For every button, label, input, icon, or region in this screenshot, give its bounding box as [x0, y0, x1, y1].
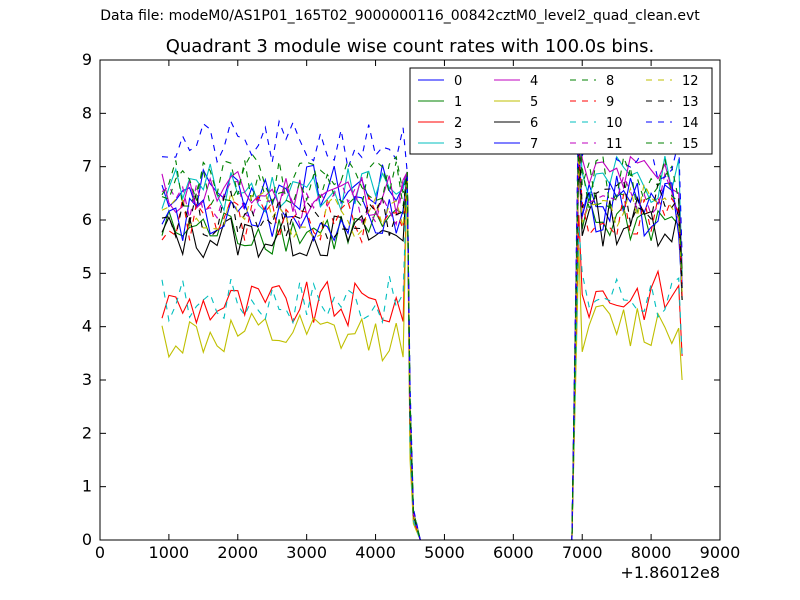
- y-tick-label: 2: [82, 423, 92, 442]
- series-line-6: [161, 158, 683, 541]
- axes-frame: [99, 59, 721, 541]
- legend-label-3: 3: [454, 137, 462, 152]
- x-tick-label: 9000: [700, 543, 741, 562]
- chart-title: Quadrant 3 module wise count rates with …: [165, 36, 655, 57]
- x-tick-label: 7000: [562, 543, 603, 562]
- series-line-1: [161, 149, 683, 541]
- x-tick-label: 8000: [631, 543, 672, 562]
- legend-label-11: 11: [606, 137, 623, 152]
- legend-label-15: 15: [682, 137, 699, 152]
- series-line-5: [161, 171, 683, 541]
- legend-label-1: 1: [454, 95, 462, 110]
- legend-label-13: 13: [682, 95, 699, 110]
- series-line-10: [161, 171, 683, 541]
- legend-label-14: 14: [682, 116, 699, 131]
- legend-label-0: 0: [454, 74, 462, 89]
- y-tick-label: 0: [82, 530, 92, 549]
- legend-label-6: 6: [530, 116, 538, 131]
- legend-label-4: 4: [530, 74, 538, 89]
- series-line-11: [161, 120, 683, 541]
- y-tick-label: 5: [82, 263, 92, 282]
- y-tick-label: 4: [82, 317, 92, 336]
- series-line-15: [161, 123, 683, 541]
- y-tick-label: 1: [82, 477, 92, 496]
- y-tick-label: 7: [82, 157, 92, 176]
- y-tick-label: 8: [82, 103, 92, 122]
- data-file-caption: Data file: modeM0/AS1P01_165T02_90000001…: [100, 8, 700, 24]
- x-tick-label: 3000: [286, 543, 327, 562]
- x-tick-label: 4000: [355, 543, 396, 562]
- series-line-8: [161, 109, 683, 541]
- series-line-2: [161, 171, 683, 541]
- x-tick-label: 2000: [217, 543, 258, 562]
- series-line-12: [161, 149, 683, 541]
- legend-label-8: 8: [606, 74, 614, 89]
- legend-box: [409, 67, 713, 155]
- legend-label-7: 7: [530, 137, 538, 152]
- legend-label-10: 10: [606, 116, 623, 131]
- y-tick-label: 3: [82, 370, 92, 389]
- series-line-9: [161, 154, 683, 541]
- y-tick-label: 9: [82, 50, 92, 69]
- plot-area: [161, 83, 683, 541]
- legend-label-9: 9: [606, 95, 614, 110]
- series-line-14: [161, 83, 683, 541]
- x-tick-label: 5000: [424, 543, 465, 562]
- x-offset-label: +1.86012e8: [620, 563, 720, 582]
- legend-label-2: 2: [454, 116, 462, 131]
- x-tick-label: 0: [95, 543, 105, 562]
- series-line-13: [161, 135, 683, 541]
- legend-label-12: 12: [682, 74, 699, 89]
- x-tick-label: 6000: [493, 543, 534, 562]
- series-line-4: [161, 106, 683, 541]
- legend-label-5: 5: [530, 95, 538, 110]
- series-line-7: [161, 139, 683, 541]
- series-line-0: [161, 136, 683, 541]
- x-tick-label: 1000: [149, 543, 190, 562]
- y-tick-label: 6: [82, 210, 92, 229]
